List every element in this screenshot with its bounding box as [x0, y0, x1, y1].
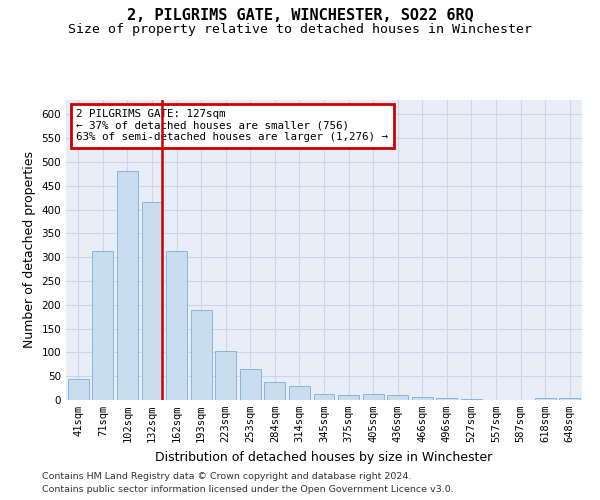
Bar	[338, 395, 359, 400]
Bar	[314, 394, 334, 400]
Bar	[166, 251, 187, 400]
Bar	[412, 396, 433, 400]
Text: Size of property relative to detached houses in Winchester: Size of property relative to detached ho…	[68, 22, 532, 36]
Bar	[436, 398, 457, 400]
X-axis label: Distribution of detached houses by size in Winchester: Distribution of detached houses by size …	[155, 450, 493, 464]
Bar	[289, 386, 310, 400]
Text: 2 PILGRIMS GATE: 127sqm
← 37% of detached houses are smaller (756)
63% of semi-d: 2 PILGRIMS GATE: 127sqm ← 37% of detache…	[76, 109, 388, 142]
Bar	[461, 398, 482, 400]
Bar	[240, 369, 261, 400]
Text: 2, PILGRIMS GATE, WINCHESTER, SO22 6RQ: 2, PILGRIMS GATE, WINCHESTER, SO22 6RQ	[127, 8, 473, 22]
Bar	[68, 378, 89, 400]
Bar	[265, 382, 286, 400]
Bar	[142, 202, 163, 400]
Text: Contains HM Land Registry data © Crown copyright and database right 2024.: Contains HM Land Registry data © Crown c…	[42, 472, 412, 481]
Bar	[117, 172, 138, 400]
Bar	[191, 310, 212, 400]
Text: Contains public sector information licensed under the Open Government Licence v3: Contains public sector information licen…	[42, 485, 454, 494]
Bar	[535, 398, 556, 400]
Bar	[559, 398, 580, 400]
Bar	[92, 251, 113, 400]
Bar	[215, 351, 236, 400]
Bar	[387, 395, 408, 400]
Y-axis label: Number of detached properties: Number of detached properties	[23, 152, 36, 348]
Bar	[362, 394, 383, 400]
